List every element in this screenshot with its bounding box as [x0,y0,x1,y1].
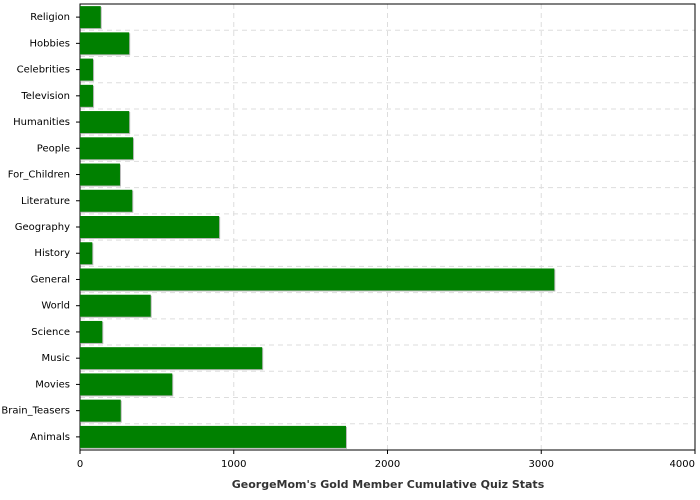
bar [80,58,94,81]
bar [80,84,94,107]
y-tick-label: For_Children [8,170,70,181]
x-tick-label: 2000 [375,459,400,470]
bar [80,373,173,396]
y-tick-label: General [31,274,70,285]
y-tick-label: Music [42,353,70,364]
bar [80,163,120,186]
x-tick-label: 1000 [221,459,246,470]
y-tick-label: Animals [30,432,70,443]
x-tick-label: 4000 [670,459,695,470]
bar [80,294,151,317]
bar [80,320,103,343]
bar [80,425,346,448]
bar [80,268,555,291]
y-tick-label: Humanities [13,117,70,128]
y-tick-label: Brain_Teasers [1,406,70,417]
bar [80,347,263,370]
y-tick-label: Hobbies [30,38,70,49]
bar [80,189,133,212]
y-tick-label: World [41,301,70,312]
y-tick-label: Television [20,91,70,102]
y-tick-label: People [37,143,70,154]
y-tick-label: Celebrities [17,65,70,76]
bar [80,242,93,265]
x-axis-title: GeorgeMom's Gold Member Cumulative Quiz … [232,478,545,491]
x-tick-label: 3000 [529,459,554,470]
y-tick-label: Literature [21,196,70,207]
y-tick-label: Science [31,327,70,338]
bar [80,111,130,134]
bar [80,32,130,55]
x-tick-label: 0 [77,459,83,470]
y-tick-label: Movies [35,379,70,390]
bar [80,137,134,160]
y-tick-label: History [34,248,70,259]
bar [80,6,101,29]
y-tick-label: Geography [15,222,70,233]
bar [80,216,220,238]
y-tick-label: Religion [30,12,70,23]
bar [80,399,121,422]
